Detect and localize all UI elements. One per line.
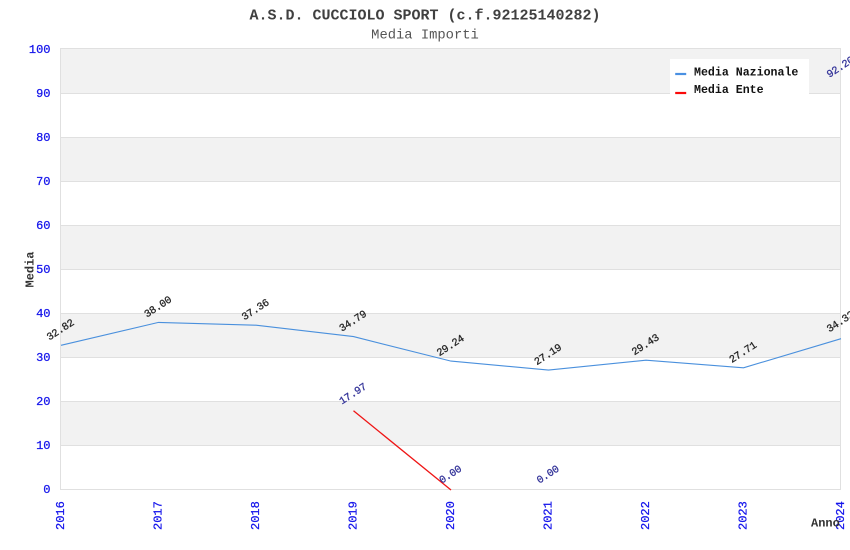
svg-text:Media Importi: Media Importi (371, 28, 479, 44)
svg-text:60: 60 (36, 219, 50, 233)
svg-text:Media Ente: Media Ente (694, 84, 764, 97)
svg-text:0: 0 (43, 483, 50, 497)
svg-text:30: 30 (36, 351, 50, 365)
svg-text:2020: 2020 (444, 501, 458, 530)
svg-text:10: 10 (36, 439, 50, 453)
svg-text:Anno: Anno (811, 517, 840, 531)
svg-text:20: 20 (36, 395, 50, 409)
svg-text:2018: 2018 (249, 501, 263, 530)
svg-text:2024: 2024 (834, 501, 848, 530)
svg-text:0.00: 0.00 (535, 464, 562, 487)
svg-text:2019: 2019 (347, 501, 361, 530)
svg-text:2016: 2016 (54, 501, 68, 530)
svg-text:Media Nazionale: Media Nazionale (694, 66, 798, 79)
svg-text:50: 50 (36, 263, 50, 277)
svg-text:90: 90 (36, 87, 50, 101)
svg-text:100: 100 (29, 43, 51, 57)
svg-text:2023: 2023 (737, 501, 751, 530)
svg-text:80: 80 (36, 131, 50, 145)
svg-text:40: 40 (36, 307, 50, 321)
svg-text:2022: 2022 (639, 501, 653, 530)
svg-text:2017: 2017 (152, 501, 166, 530)
svg-text:Media: Media (24, 251, 38, 287)
svg-text:A.S.D. CUCCIOLO SPORT (c.f.921: A.S.D. CUCCIOLO SPORT (c.f.92125140282) (249, 8, 600, 25)
svg-text:2021: 2021 (542, 501, 556, 530)
svg-text:0.00: 0.00 (437, 464, 464, 487)
svg-text:70: 70 (36, 175, 50, 189)
